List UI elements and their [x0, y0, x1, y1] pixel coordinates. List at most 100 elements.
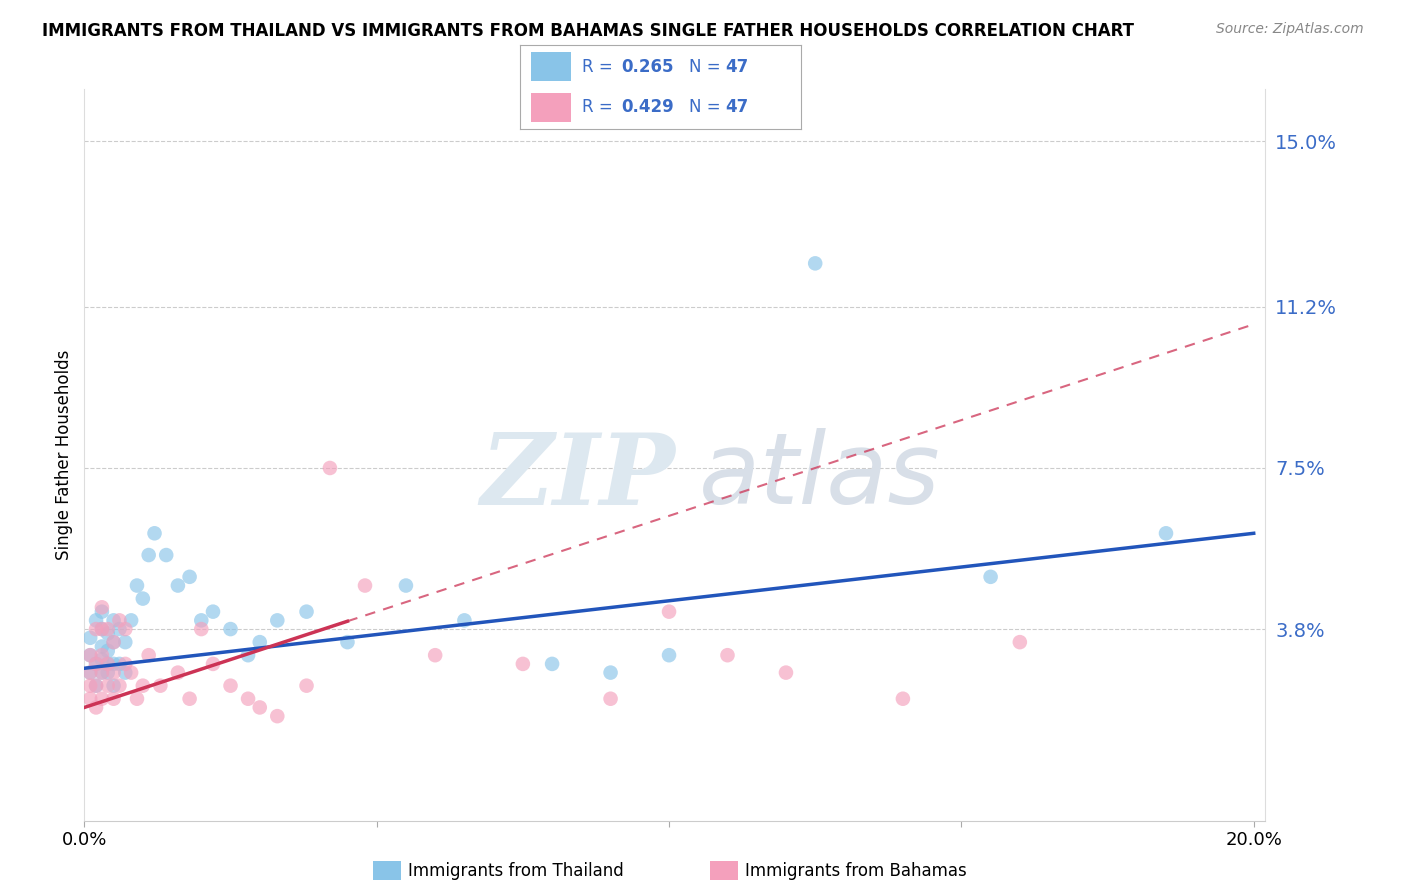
Point: [84, 657, 107, 671]
Point: [97, 665, 120, 680]
Point: [103, 665, 125, 680]
Point: [90, 622, 112, 636]
Point: [84, 657, 107, 671]
Point: [155, 548, 177, 562]
Point: [266, 613, 288, 627]
Point: [90, 605, 112, 619]
Point: [354, 578, 377, 592]
Point: [97, 622, 120, 636]
Point: [236, 691, 259, 706]
Point: [1008, 635, 1031, 649]
Text: N =: N =: [689, 98, 725, 116]
Point: [190, 622, 212, 636]
Point: [79, 665, 101, 680]
Point: [84, 613, 107, 627]
Point: [138, 648, 160, 663]
Point: [125, 578, 148, 592]
Point: [108, 613, 131, 627]
Point: [599, 665, 621, 680]
Point: [97, 644, 120, 658]
Point: [716, 648, 738, 663]
Text: R =: R =: [582, 98, 619, 116]
Text: ZIP: ZIP: [479, 429, 675, 525]
Point: [138, 548, 160, 562]
Point: [114, 657, 136, 671]
Point: [295, 605, 318, 619]
Point: [132, 591, 155, 606]
Point: [97, 679, 120, 693]
Y-axis label: Single Father Households: Single Father Households: [55, 350, 73, 560]
Point: [980, 570, 1002, 584]
Point: [236, 648, 259, 663]
Point: [201, 657, 224, 671]
Point: [453, 613, 475, 627]
Point: [336, 635, 359, 649]
Point: [190, 613, 212, 627]
Point: [1154, 526, 1177, 541]
Text: R =: R =: [582, 58, 619, 76]
Point: [249, 700, 271, 714]
Point: [108, 622, 131, 636]
Point: [79, 648, 101, 663]
Point: [179, 570, 201, 584]
Text: 47: 47: [725, 58, 749, 76]
Point: [120, 613, 142, 627]
Point: [79, 648, 101, 663]
Point: [512, 657, 534, 671]
Point: [125, 691, 148, 706]
Point: [395, 578, 418, 592]
Point: [775, 665, 797, 680]
Point: [132, 679, 155, 693]
Point: [90, 691, 112, 706]
Point: [295, 679, 318, 693]
Bar: [531, 93, 571, 121]
Point: [108, 679, 131, 693]
Point: [541, 657, 564, 671]
Text: Immigrants from Bahamas: Immigrants from Bahamas: [745, 862, 967, 880]
Point: [84, 679, 107, 693]
Text: 0.429: 0.429: [621, 98, 675, 116]
Text: 47: 47: [725, 98, 749, 116]
Point: [114, 635, 136, 649]
Point: [167, 578, 190, 592]
Point: [143, 526, 166, 541]
Point: [120, 665, 142, 680]
Point: [90, 652, 112, 666]
Point: [266, 709, 288, 723]
Point: [249, 635, 271, 649]
Point: [219, 679, 242, 693]
Point: [658, 648, 681, 663]
Point: [103, 613, 125, 627]
Text: IMMIGRANTS FROM THAILAND VS IMMIGRANTS FROM BAHAMAS SINGLE FATHER HOUSEHOLDS COR: IMMIGRANTS FROM THAILAND VS IMMIGRANTS F…: [42, 22, 1135, 40]
Point: [90, 622, 112, 636]
Point: [167, 665, 190, 680]
Point: [90, 665, 112, 680]
Point: [149, 679, 172, 693]
Point: [90, 648, 112, 663]
Point: [90, 640, 112, 654]
Point: [97, 657, 120, 671]
Point: [79, 665, 101, 680]
Text: 0.265: 0.265: [621, 58, 673, 76]
Point: [425, 648, 447, 663]
Point: [84, 700, 107, 714]
Point: [103, 657, 125, 671]
Point: [201, 605, 224, 619]
Bar: [531, 53, 571, 81]
Point: [103, 679, 125, 693]
Text: Immigrants from Thailand: Immigrants from Thailand: [408, 862, 623, 880]
Point: [114, 665, 136, 680]
Text: atlas: atlas: [699, 428, 941, 525]
Point: [219, 622, 242, 636]
Point: [79, 631, 101, 645]
Point: [103, 635, 125, 649]
Point: [114, 622, 136, 636]
Point: [84, 622, 107, 636]
Text: Source: ZipAtlas.com: Source: ZipAtlas.com: [1216, 22, 1364, 37]
Point: [103, 691, 125, 706]
Point: [97, 657, 120, 671]
Point: [97, 626, 120, 640]
Point: [90, 600, 112, 615]
Point: [891, 691, 914, 706]
Point: [108, 657, 131, 671]
